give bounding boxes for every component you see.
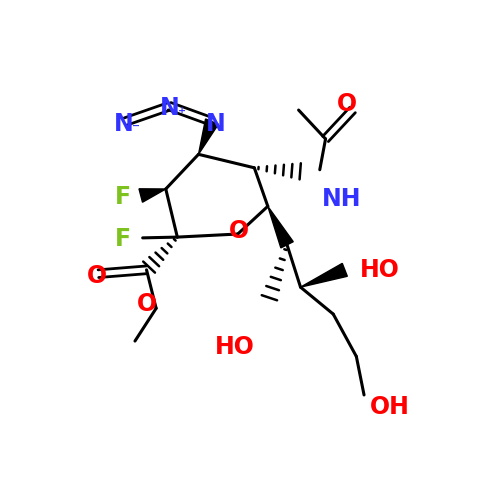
Text: O: O [229, 220, 249, 244]
Text: N: N [114, 112, 134, 136]
Text: F: F [115, 184, 131, 208]
Text: HO: HO [360, 258, 400, 282]
Text: F: F [115, 227, 131, 251]
Text: HO: HO [214, 335, 254, 359]
Text: OH: OH [370, 394, 410, 418]
Text: N: N [206, 112, 226, 136]
Text: O: O [136, 292, 156, 316]
Text: O: O [86, 264, 106, 287]
Text: O: O [336, 92, 357, 116]
Polygon shape [268, 206, 293, 248]
Text: NH: NH [322, 186, 361, 210]
Text: N: N [160, 96, 180, 120]
Polygon shape [300, 264, 348, 287]
Polygon shape [198, 119, 218, 154]
Polygon shape [139, 189, 166, 202]
Text: ⁻: ⁻ [132, 122, 140, 137]
Text: ⁺: ⁺ [178, 106, 186, 122]
